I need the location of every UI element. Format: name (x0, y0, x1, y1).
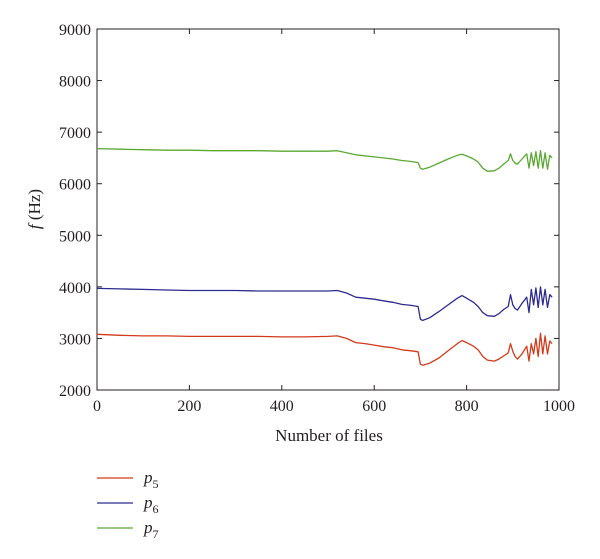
x-tick-label: 400 (270, 398, 294, 415)
series-line-p7 (96, 147, 553, 172)
y-tick-label: 9000 (59, 22, 91, 39)
series-lines (96, 147, 553, 366)
y-axis-label-symbol: f (25, 222, 44, 229)
x-tick-label: 1000 (543, 398, 575, 415)
y-tick-label: 5000 (59, 228, 91, 245)
plot-frame (96, 28, 560, 391)
x-tick-label: 200 (177, 398, 201, 415)
x-tick-label: 0 (93, 398, 101, 415)
legend-label-p6: p6 (143, 493, 159, 516)
y-tick-label: 4000 (59, 280, 91, 297)
y-axis-label: f (Hz) (25, 189, 44, 229)
legend-label-p5: p5 (143, 468, 159, 491)
y-tick-label: 3000 (59, 331, 91, 348)
legend-label-p7: p7 (143, 518, 159, 541)
y-tick-label: 8000 (59, 74, 91, 91)
series-line-p5 (96, 332, 553, 366)
x-axis-label: Number of files (275, 426, 383, 445)
y-axis-ticks: 2000 3000 4000 5000 6000 7000 8000 9000 (59, 22, 559, 400)
series-line-p6 (96, 286, 553, 322)
x-axis-ticks: 0 200 400 600 800 1000 (93, 29, 575, 415)
x-tick-label: 600 (362, 398, 386, 415)
y-tick-label: 6000 (59, 177, 91, 194)
y-axis-label-unit: (Hz) (25, 189, 44, 224)
y-tick-label: 2000 (59, 383, 91, 400)
y-tick-label: 7000 (59, 125, 91, 142)
x-tick-label: 800 (455, 398, 479, 415)
